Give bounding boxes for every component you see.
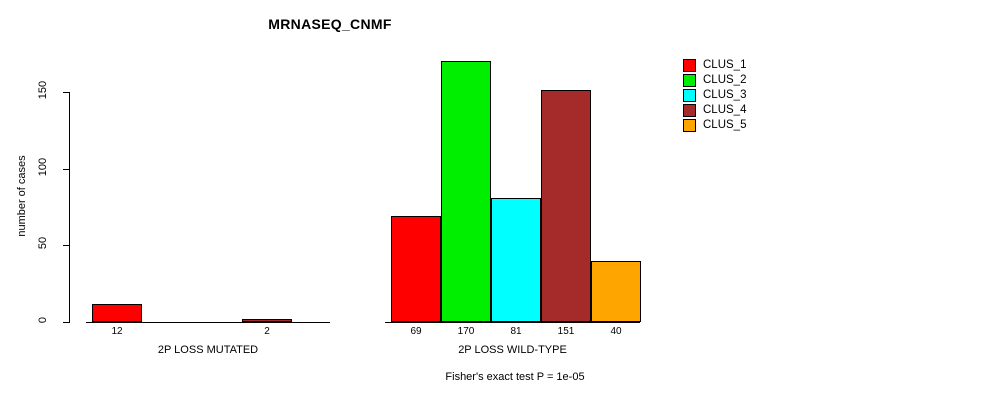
bar xyxy=(92,303,142,322)
bar-value-label: 2 xyxy=(264,326,270,337)
legend-item[interactable]: CLUS_3 xyxy=(683,88,746,103)
legend-item-label: CLUS_1 xyxy=(703,59,747,71)
y-axis-tick xyxy=(63,168,69,170)
bar-value-label: 81 xyxy=(510,326,522,337)
bar xyxy=(591,260,641,322)
group-baseline xyxy=(385,322,640,323)
legend-color-swatch-icon xyxy=(683,89,696,102)
statistical-test-annotation: Fisher's exact test P = 1e-05 xyxy=(445,371,585,383)
legend-item[interactable]: CLUS_5 xyxy=(683,118,746,133)
bar-value-label: 69 xyxy=(410,326,422,337)
legend-item-label: CLUS_5 xyxy=(703,119,747,131)
y-axis-tick-label: 100 xyxy=(37,157,49,176)
legend-color-swatch-icon xyxy=(683,119,696,132)
legend-item[interactable]: CLUS_2 xyxy=(683,73,746,88)
legend-color-swatch-icon xyxy=(683,104,696,117)
y-axis-title: number of cases xyxy=(16,155,28,237)
legend-color-swatch-icon xyxy=(683,74,696,87)
y-axis-tick-label: 0 xyxy=(37,316,49,324)
bar xyxy=(391,216,441,322)
chart-legend: CLUS_1 CLUS_2 CLUS_3 CLUS_4 CLUS_5 xyxy=(683,58,746,133)
bar xyxy=(541,90,591,322)
bar xyxy=(491,197,541,322)
y-axis-tick-label: 50 xyxy=(37,237,49,250)
bar-value-label: 12 xyxy=(111,326,123,337)
group-axis-label: 2P LOSS WILD-TYPE xyxy=(458,344,567,356)
y-axis-tick xyxy=(63,322,69,323)
y-axis-tick xyxy=(63,92,69,93)
bar-value-label: 170 xyxy=(457,326,475,337)
legend-item-label: CLUS_3 xyxy=(703,89,747,101)
bar-value-label: 151 xyxy=(557,326,575,337)
bar xyxy=(242,318,292,322)
legend-color-swatch-icon xyxy=(683,59,696,72)
group-axis-label: 2P LOSS MUTATED xyxy=(157,344,259,356)
legend-item-label: CLUS_2 xyxy=(703,74,747,86)
legend-item[interactable]: CLUS_4 xyxy=(683,103,746,118)
group-baseline xyxy=(86,322,330,323)
y-axis-tick-label: 150 xyxy=(37,80,49,100)
legend-item[interactable]: CLUS_1 xyxy=(683,58,746,73)
bar-value-label: 40 xyxy=(610,326,622,337)
chart-title: MRNASEQ_CNMF xyxy=(268,16,392,32)
y-axis-tick xyxy=(63,245,69,247)
legend-item-label: CLUS_4 xyxy=(703,104,747,116)
bar xyxy=(441,61,491,322)
y-axis-line xyxy=(69,92,70,323)
